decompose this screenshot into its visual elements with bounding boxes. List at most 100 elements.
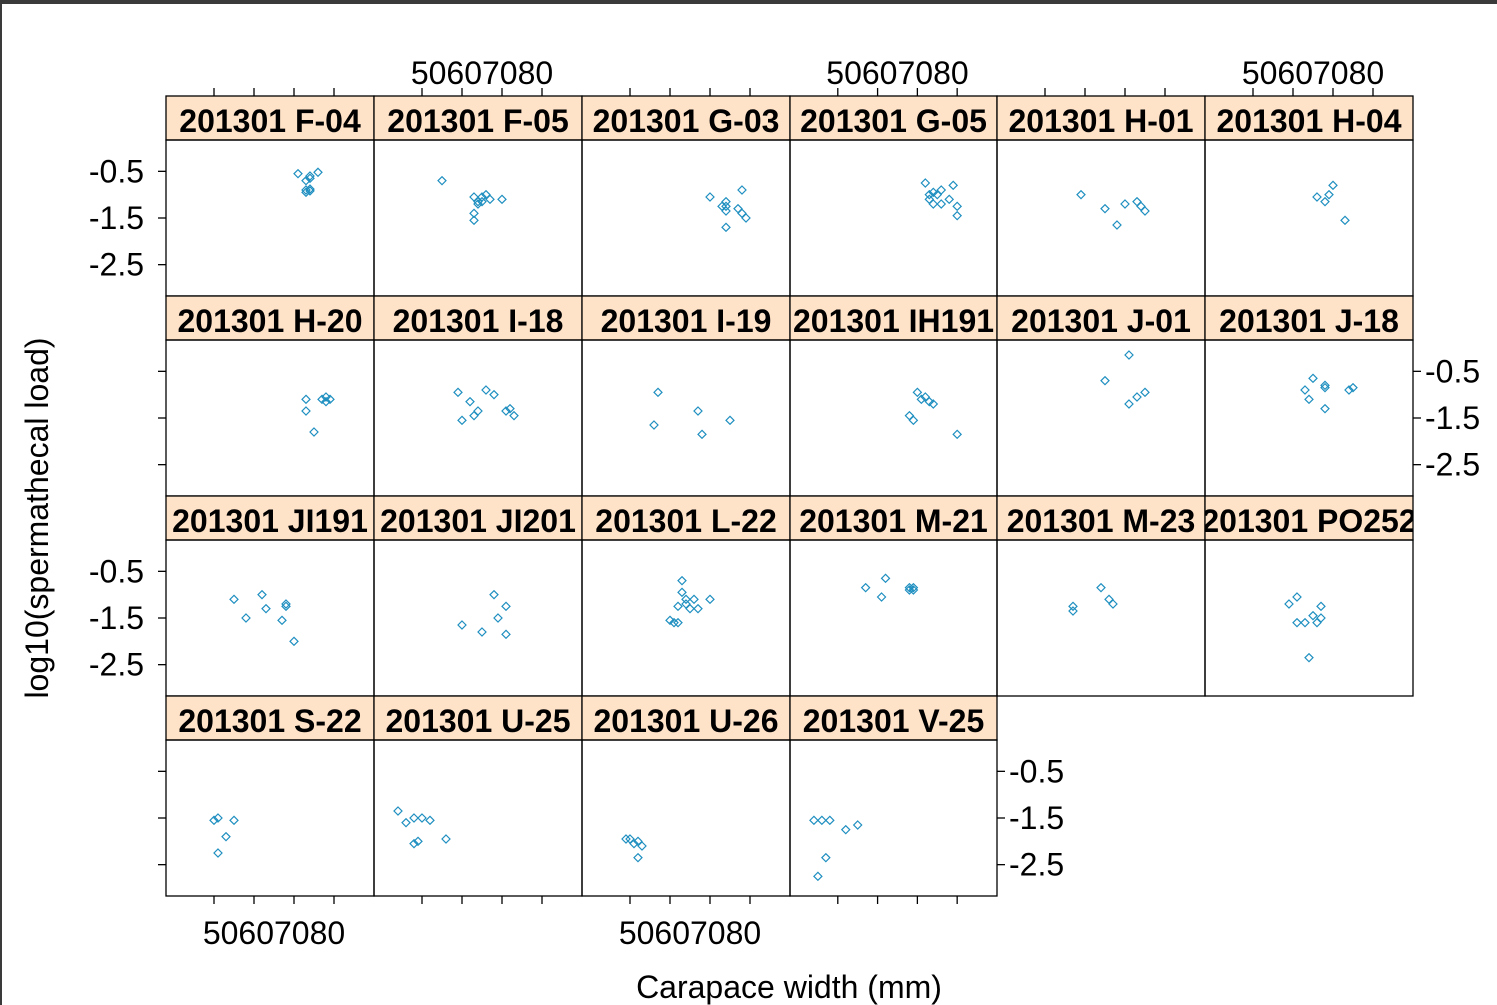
panel-plot-area	[1204, 139, 1414, 297]
panel: 201301 H-20	[165, 295, 375, 497]
scatter-point	[325, 394, 335, 405]
scatter-point	[1140, 206, 1150, 216]
scatter-point	[908, 415, 919, 426]
scatter-point	[1120, 199, 1130, 209]
panel-strip-label: 201301 JI201	[380, 503, 576, 539]
scatter-point	[281, 599, 291, 609]
scatter-point	[1312, 192, 1322, 202]
scatter-point	[1068, 606, 1078, 616]
panel-strip-label: 201301 M-21	[799, 503, 988, 539]
scatter-point	[665, 615, 675, 626]
panel-strip	[1204, 295, 1414, 341]
panel: 201301 I-19	[581, 295, 791, 497]
panel: 201301 H-04	[1204, 95, 1414, 297]
panel-plot-area	[581, 339, 791, 497]
scatter-point	[821, 852, 831, 863]
panel-plot-area	[789, 139, 998, 297]
scatter-point	[457, 620, 467, 630]
panel: 201301 M-21	[789, 495, 998, 697]
scatter-point	[904, 585, 915, 595]
scatter-point	[505, 403, 515, 414]
scatter-point	[693, 603, 703, 614]
scatter-point	[441, 834, 451, 844]
scatter-point	[824, 815, 835, 826]
panel: 201301 G-03	[581, 95, 791, 297]
scatter-point	[1136, 201, 1146, 212]
scatter-point	[689, 594, 699, 605]
panel-strip-label: 201301 L-22	[595, 503, 776, 539]
scatter-point	[493, 613, 503, 623]
scatter-point	[477, 192, 487, 202]
scatter-point	[653, 387, 663, 398]
scatter-point	[241, 613, 251, 623]
scatter-point	[457, 415, 467, 426]
scatter-point	[221, 831, 231, 842]
scatter-point	[1308, 610, 1318, 621]
scatter-point	[928, 399, 939, 409]
scatter-point	[936, 199, 947, 209]
scatter-point	[1320, 380, 1330, 391]
panel: 201301 JI201	[373, 495, 583, 697]
scatter-point	[928, 187, 939, 198]
y-tick-label: -1.5	[1009, 800, 1064, 836]
panel-plot-area	[165, 539, 375, 697]
scatter-point	[1308, 373, 1318, 384]
x-tick-label: 50607080	[411, 55, 553, 91]
scatter-point	[469, 410, 479, 421]
scatter-point	[669, 617, 679, 628]
y-tick-label: -1.5	[89, 200, 144, 236]
scatter-point	[485, 194, 495, 205]
scatter-point	[1292, 617, 1302, 628]
y-tick-label: -2.5	[89, 247, 144, 283]
panel-strip-label: 201301 G-05	[800, 103, 987, 139]
scatter-point	[1328, 180, 1338, 191]
scatter-point	[469, 192, 479, 202]
panel-strip	[373, 95, 583, 141]
scatter-point	[1140, 387, 1150, 398]
scatter-point	[725, 415, 735, 426]
scatter-point	[1096, 582, 1106, 593]
scatter-point	[489, 389, 499, 400]
y-tick-label: -2.5	[89, 647, 144, 683]
x-tick-label: 50607080	[203, 915, 345, 951]
scatter-point	[1132, 392, 1142, 402]
panel-strip	[1204, 495, 1414, 541]
panel-strip	[996, 495, 1206, 541]
scatter-point	[501, 629, 511, 640]
panel: 201301 G-05	[789, 95, 998, 297]
scatter-point	[501, 601, 511, 612]
scatter-point	[229, 815, 239, 826]
scatter-point	[469, 215, 479, 226]
scatter-point	[1292, 592, 1302, 602]
scatter-point	[952, 201, 963, 212]
scatter-point	[681, 594, 691, 605]
scatter-point	[852, 820, 863, 830]
x-tick-label: 50607080	[826, 55, 968, 91]
scatter-point	[1068, 601, 1078, 612]
panel-strip-label: 201301 F-04	[179, 103, 361, 139]
y-tick-label: -2.5	[1009, 847, 1064, 883]
scatter-point	[393, 806, 403, 816]
scatter-point	[721, 196, 731, 207]
panel: 201301 JI191	[165, 495, 375, 697]
scatter-point	[1316, 613, 1326, 623]
scatter-point	[301, 406, 311, 416]
scatter-point	[509, 410, 519, 421]
scatter-point	[908, 582, 919, 593]
scatter-point	[497, 194, 507, 205]
scatter-point	[465, 396, 475, 407]
panel-strip-label: 201301 H-20	[177, 303, 362, 339]
scatter-point	[705, 594, 715, 605]
scatter-point	[737, 208, 747, 219]
scatter-point	[928, 199, 939, 209]
scatter-point	[1344, 385, 1354, 395]
scatter-point	[721, 201, 731, 212]
scatter-point	[301, 394, 311, 405]
scatter-point	[401, 817, 411, 828]
scatter-point	[880, 573, 891, 584]
chart-canvas: 201301 F-04 201301 F-05 201301 G-03 201301 …	[2, 4, 1497, 1005]
panel-plot-area	[373, 339, 583, 497]
panel-strip-label: 201301 H-01	[1008, 103, 1193, 139]
scatter-point	[813, 871, 823, 882]
panel-plot-area	[789, 339, 998, 497]
